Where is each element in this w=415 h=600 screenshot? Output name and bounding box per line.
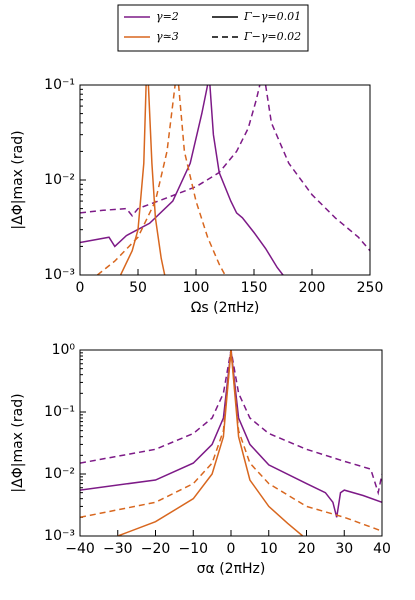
y-tick-label: 10⁻² <box>44 466 75 482</box>
legend-label: Γ−γ=0.02 <box>243 30 301 43</box>
x-tick-label: 250 <box>357 280 384 296</box>
series-line <box>80 85 284 275</box>
legend-box <box>117 4 309 52</box>
x-axis-label: σα (2πHz) <box>197 561 266 577</box>
y-tick-label: 10⁻¹ <box>44 404 75 420</box>
x-tick-label: 50 <box>129 280 147 296</box>
legend-label: γ=2 <box>156 10 179 23</box>
series-line <box>80 350 382 532</box>
x-tick-label: −40 <box>65 541 95 557</box>
series-line <box>80 350 382 496</box>
y-tick-label: 10⁻³ <box>44 528 75 544</box>
legend: γ=2 γ≃3 Γ−γ=0.01 Γ−γ=0.02 <box>124 10 301 43</box>
x-tick-label: −20 <box>141 541 171 557</box>
plot-area <box>80 350 382 536</box>
y-tick-label: 10⁻³ <box>44 267 75 283</box>
x-tick-label: 0 <box>227 541 236 557</box>
x-tick-label: 40 <box>373 541 391 557</box>
x-tick-label: 200 <box>299 280 326 296</box>
series-line <box>96 85 226 275</box>
x-axis-label: Ωs (2πHz) <box>191 300 260 316</box>
series-line <box>117 350 304 536</box>
x-tick-label: 10 <box>260 541 278 557</box>
x-tick-label: 20 <box>298 541 316 557</box>
x-tick-label: 30 <box>335 541 353 557</box>
series-line <box>119 85 166 275</box>
series-line <box>80 350 382 518</box>
x-tick-label: 150 <box>241 280 268 296</box>
series-line <box>80 85 370 252</box>
y-tick-label: 10⁰ <box>52 342 76 358</box>
x-tick-label: −30 <box>103 541 133 557</box>
plot-frame <box>79 84 371 276</box>
y-axis-label: |ΔΦ|max (rad) <box>10 130 26 229</box>
legend-label: Γ−γ=0.01 <box>243 10 301 23</box>
plot-frame <box>79 349 383 537</box>
y-tick-label: 10⁻¹ <box>44 77 75 93</box>
x-tick-label: 100 <box>183 280 210 296</box>
y-axis-label: |ΔΦ|max (rad) <box>10 393 26 492</box>
plot-area <box>80 85 370 275</box>
x-tick-label: 0 <box>76 280 85 296</box>
legend-label: γ≃3 <box>156 30 179 43</box>
y-tick-label: 10⁻² <box>44 172 75 188</box>
x-tick-label: −10 <box>178 541 208 557</box>
